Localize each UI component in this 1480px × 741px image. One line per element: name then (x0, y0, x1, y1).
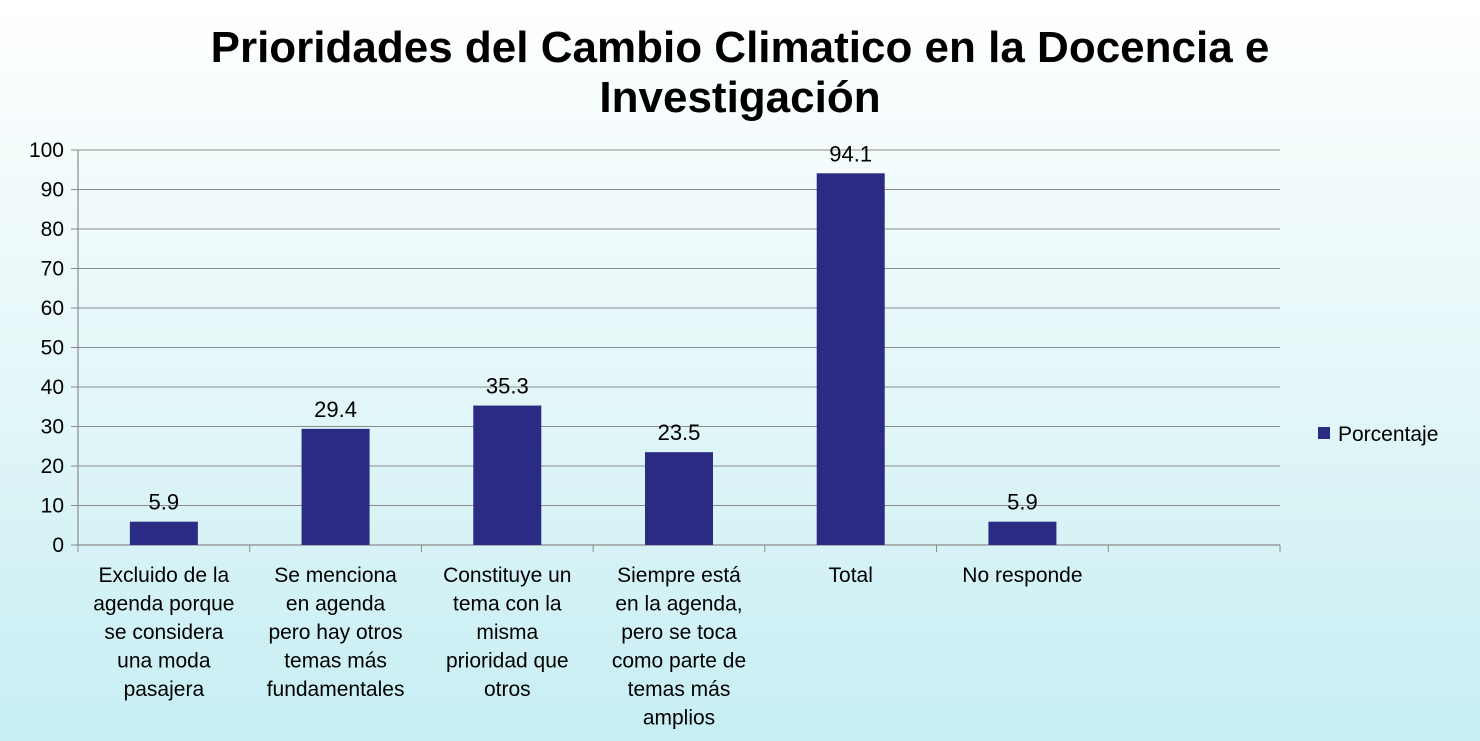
x-category-label: en la agenda, (615, 593, 742, 616)
x-category-label: Siempre está (617, 564, 741, 587)
x-category-label: pasajera (124, 678, 205, 701)
bar (473, 405, 542, 545)
chart-title-line-1: Prioridades del Cambio Climatico en la D… (211, 23, 1270, 72)
x-category-label: pero hay otros (268, 621, 402, 644)
y-tick-label: 70 (41, 258, 64, 281)
legend-label: Porcentaje (1338, 423, 1438, 446)
data-label: 23.5 (658, 420, 701, 445)
y-tick-label: 40 (41, 376, 64, 399)
category-labels: Excluido de la agenda porque se considera u… (93, 564, 1082, 730)
axes: 0 10 20 30 40 50 60 70 80 90 100 (29, 139, 1281, 557)
legend: Porcentaje (1318, 423, 1438, 446)
chart-title: Prioridades del Cambio Climatico en la D… (211, 23, 1270, 122)
legend-swatch (1318, 427, 1330, 439)
y-tick-label: 10 (41, 495, 64, 518)
y-tick-label: 0 (52, 534, 64, 557)
x-category-label: en agenda (286, 593, 386, 616)
data-label: 5.9 (1007, 490, 1038, 515)
y-tick-label: 30 (41, 416, 64, 439)
y-tick-label: 50 (41, 337, 64, 360)
x-category-label: prioridad que (446, 650, 569, 673)
x-category-label: pero se toca (621, 621, 737, 644)
x-category-label: Constituye un (443, 564, 571, 587)
data-labels: 5.9 29.4 35.3 23.5 94.1 5.9 (149, 141, 1038, 514)
x-category-label: Excluido de la (98, 564, 229, 587)
x-category-label: como parte de (612, 650, 746, 673)
x-category-label: temas más (284, 650, 387, 673)
y-tick-label: 20 (41, 455, 64, 478)
bar (988, 521, 1057, 545)
bar (816, 173, 885, 545)
data-label: 35.3 (486, 374, 529, 399)
x-category-label: No responde (962, 564, 1082, 587)
chart-title-line-2: Investigación (599, 73, 880, 122)
y-tick-label: 90 (41, 179, 64, 202)
x-category-label: tema con la (453, 593, 562, 616)
bars (129, 173, 1057, 545)
x-category-label: otros (484, 678, 531, 701)
x-category-label: misma (476, 621, 538, 644)
bar (645, 452, 713, 545)
x-category-label: Se menciona (274, 564, 397, 587)
data-label: 29.4 (314, 397, 357, 422)
x-category-label: fundamentales (267, 678, 405, 701)
x-category-label: temas más (628, 678, 731, 701)
gridlines (78, 149, 1280, 506)
x-category-label: Total (829, 564, 873, 587)
y-tick-label: 100 (29, 139, 64, 162)
data-label: 94.1 (829, 141, 872, 166)
x-category-label: una moda (117, 650, 211, 673)
y-tick-label: 60 (41, 297, 64, 320)
bar (301, 428, 370, 545)
bar (129, 521, 198, 545)
x-category-label: se considera (104, 621, 223, 644)
y-tick-label: 80 (41, 218, 64, 241)
x-category-label: agenda porque (93, 593, 234, 616)
data-label: 5.9 (149, 490, 180, 515)
x-category-label: amplios (643, 707, 715, 730)
